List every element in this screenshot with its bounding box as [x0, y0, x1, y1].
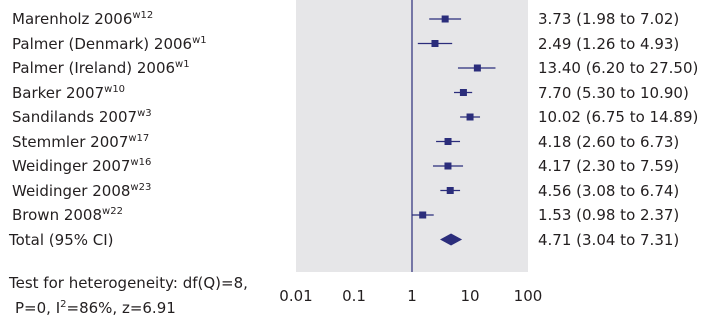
ci-label: 13.40 (6.20 to 27.50) — [538, 59, 698, 77]
ci-label: 4.17 (2.30 to 7.59) — [538, 157, 679, 175]
study-label: Stemmler 2007w17 — [12, 133, 149, 151]
ci-label: 4.18 (2.60 to 6.73) — [538, 133, 679, 151]
study-label: Palmer (Denmark) 2006w1 — [12, 35, 207, 53]
plot-marks — [411, 15, 496, 246]
ci-label-text: 4.18 (2.60 to 6.73) — [538, 132, 680, 151]
study-label-ref: w1 — [175, 59, 190, 70]
study-label-text: Weidinger 2007 — [12, 157, 131, 175]
study-label-ref: w10 — [104, 83, 126, 95]
study-label-text: Palmer (Denmark) 2006 — [12, 34, 193, 53]
heterogeneity-p: P=0, I — [15, 299, 61, 317]
study-label: Brown 2008w22 — [12, 206, 123, 224]
ci-label: 10.02 (6.75 to 14.89) — [538, 108, 698, 126]
ci-label: 7.70 (5.30 to 10.90) — [538, 84, 689, 102]
point-estimate — [473, 64, 481, 72]
study-label-ref: w3 — [137, 108, 152, 119]
ci-label-text: 10.02 (6.75 to 14.89) — [538, 108, 699, 126]
study-label-ref: w23 — [130, 181, 152, 193]
study-label-text: Barker 2007 — [12, 83, 105, 102]
ci-label-text: 3.73 (1.98 to 7.02) — [538, 10, 680, 28]
point-estimate — [444, 162, 452, 170]
x-tick-label: 10 — [460, 287, 479, 305]
total-ci-label: 4.71 (3.04 to 7.31) — [538, 231, 679, 249]
study-label-ref: w16 — [130, 157, 152, 168]
ci-label-text: 4.56 (3.08 to 6.74) — [538, 181, 680, 200]
heterogeneity-sup: 2 — [60, 299, 67, 310]
ci-label-text: 4.17 (2.30 to 7.59) — [538, 157, 680, 175]
study-label-text: Brown 2008 — [12, 206, 103, 224]
study-label: Marenholz 2006w12 — [12, 10, 153, 28]
study-label-text: Palmer (Ireland) 2006 — [12, 59, 176, 77]
study-label-ref: w12 — [132, 10, 154, 21]
study-label-ref: w17 — [128, 132, 150, 144]
x-tick-label: 100 — [514, 287, 543, 305]
heterogeneity-line-2: P=0, I2=86%, z=6.91 — [9, 296, 248, 321]
x-axis-ticks: 0.01 0.1 1 10 100 — [279, 287, 542, 305]
ci-label-text: 13.40 (6.20 to 27.50) — [538, 59, 699, 77]
point-estimate — [446, 187, 454, 194]
ci-label: 1.53 (0.98 to 2.37) — [538, 206, 679, 224]
point-estimate — [444, 138, 452, 145]
total-label: Total (95% CI) — [9, 231, 114, 249]
x-tick-label: 0.01 — [279, 287, 312, 305]
study-label-text: Stemmler 2007 — [12, 132, 129, 151]
ci-label: 3.73 (1.98 to 7.02) — [538, 10, 679, 28]
total-ci-label-text: 4.71 (3.04 to 7.31) — [538, 230, 680, 249]
heterogeneity-stats: =86%, z=6.91 — [66, 299, 176, 317]
heterogeneity-line-1: Test for heterogeneity: df(Q)=8, — [9, 274, 248, 292]
ci-label-text: 1.53 (0.98 to 2.37) — [538, 206, 680, 224]
point-estimate — [419, 211, 427, 219]
study-label-ref: w22 — [102, 206, 123, 217]
point-estimate — [431, 40, 439, 47]
study-label: Weidinger 2008w23 — [12, 182, 151, 200]
study-label-text: Sandilands 2007 — [12, 108, 138, 126]
study-label: Weidinger 2007w16 — [12, 157, 151, 175]
study-label: Sandilands 2007w3 — [12, 108, 152, 126]
ci-label: 4.56 (3.08 to 6.74) — [538, 182, 679, 200]
total-diamond — [440, 233, 463, 246]
point-estimate — [441, 15, 449, 23]
x-tick-label: 1 — [407, 287, 417, 305]
study-label: Barker 2007w10 — [12, 84, 125, 102]
ci-label-text: 2.49 (1.26 to 4.93) — [538, 34, 680, 53]
study-label-text: Weidinger 2008 — [12, 181, 131, 200]
study-label-text: Marenholz 2006 — [12, 10, 133, 28]
point-estimate — [466, 113, 474, 121]
x-tick-label: 0.1 — [342, 287, 366, 305]
ci-label-text: 7.70 (5.30 to 10.90) — [538, 83, 689, 102]
total-label-text: Total (95% CI) — [9, 230, 114, 249]
heterogeneity-test: Test for heterogeneity: df(Q)=8, P=0, I2… — [9, 271, 248, 321]
study-label-ref: w1 — [192, 34, 207, 46]
ci-label: 2.49 (1.26 to 4.93) — [538, 35, 679, 53]
point-estimate — [459, 89, 467, 96]
study-label: Palmer (Ireland) 2006w1 — [12, 59, 190, 77]
